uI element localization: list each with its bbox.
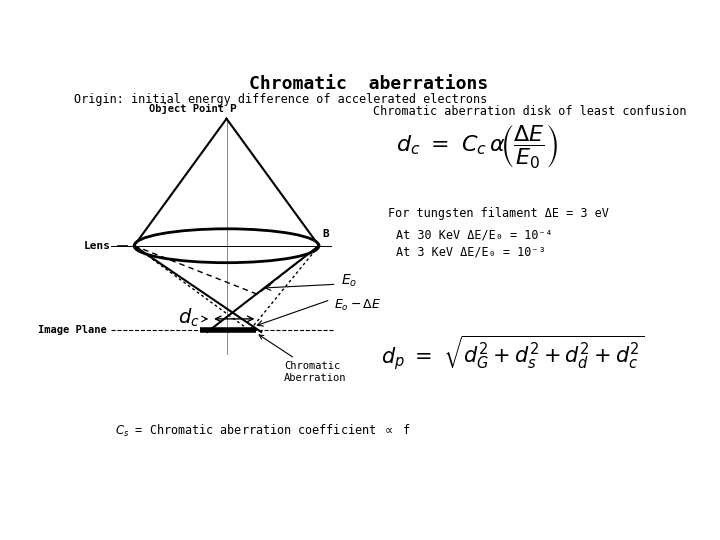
Text: $d_p\ =\ \sqrt{d_G^2 + d_s^2 + d_d^2 + d_c^2}$: $d_p\ =\ \sqrt{d_G^2 + d_s^2 + d_d^2 + d… (381, 334, 644, 373)
Text: $d_c$: $d_c$ (178, 306, 199, 328)
Text: Object Point: Object Point (149, 103, 224, 114)
Text: Origin: initial energy difference of accelerated electrons: Origin: initial energy difference of acc… (74, 92, 487, 105)
Text: At 3 KeV ΔE/E₀ = 10⁻³: At 3 KeV ΔE/E₀ = 10⁻³ (396, 246, 546, 259)
Text: P: P (229, 104, 235, 114)
Text: Lens: Lens (84, 241, 111, 251)
Text: $E_o - \Delta E$: $E_o - \Delta E$ (334, 298, 382, 313)
Text: Chromatic aberration disk of least confusion: Chromatic aberration disk of least confu… (373, 105, 686, 118)
Text: For tungsten filament ΔE = 3 eV: For tungsten filament ΔE = 3 eV (388, 207, 609, 220)
Text: B: B (322, 229, 329, 239)
Text: $E_o$: $E_o$ (341, 272, 357, 288)
Text: Chromatic  aberrations: Chromatic aberrations (249, 75, 489, 93)
Text: $d_c\ =\ C_c\,\alpha\!\left(\dfrac{\Delta E}{E_0}\right)$: $d_c\ =\ C_c\,\alpha\!\left(\dfrac{\Delt… (396, 122, 559, 170)
Text: $C_s$ = Chromatic aberration coefficient $\propto$ f: $C_s$ = Chromatic aberration coefficient… (115, 423, 410, 439)
Text: At 30 KeV ΔE/E₀ = 10⁻⁴: At 30 KeV ΔE/E₀ = 10⁻⁴ (396, 228, 553, 241)
Text: Chromatic
Aberration: Chromatic Aberration (259, 335, 347, 383)
Text: Image Plane: Image Plane (38, 325, 107, 335)
